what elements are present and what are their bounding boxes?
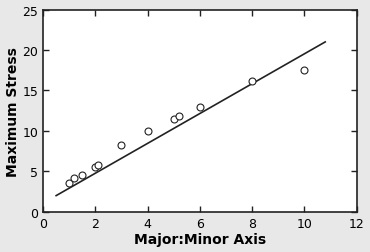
X-axis label: Major:Minor Axis: Major:Minor Axis: [134, 233, 266, 246]
Point: [79, 174, 85, 178]
Point: [92, 166, 98, 170]
Point: [118, 144, 124, 148]
Point: [197, 105, 203, 109]
Point: [71, 176, 77, 180]
Point: [249, 79, 255, 83]
Point: [176, 115, 182, 119]
Point: [66, 182, 72, 186]
Point: [145, 129, 151, 133]
Point: [171, 117, 176, 121]
Point: [95, 163, 101, 167]
Y-axis label: Maximum Stress: Maximum Stress: [6, 47, 20, 176]
Point: [301, 69, 307, 73]
